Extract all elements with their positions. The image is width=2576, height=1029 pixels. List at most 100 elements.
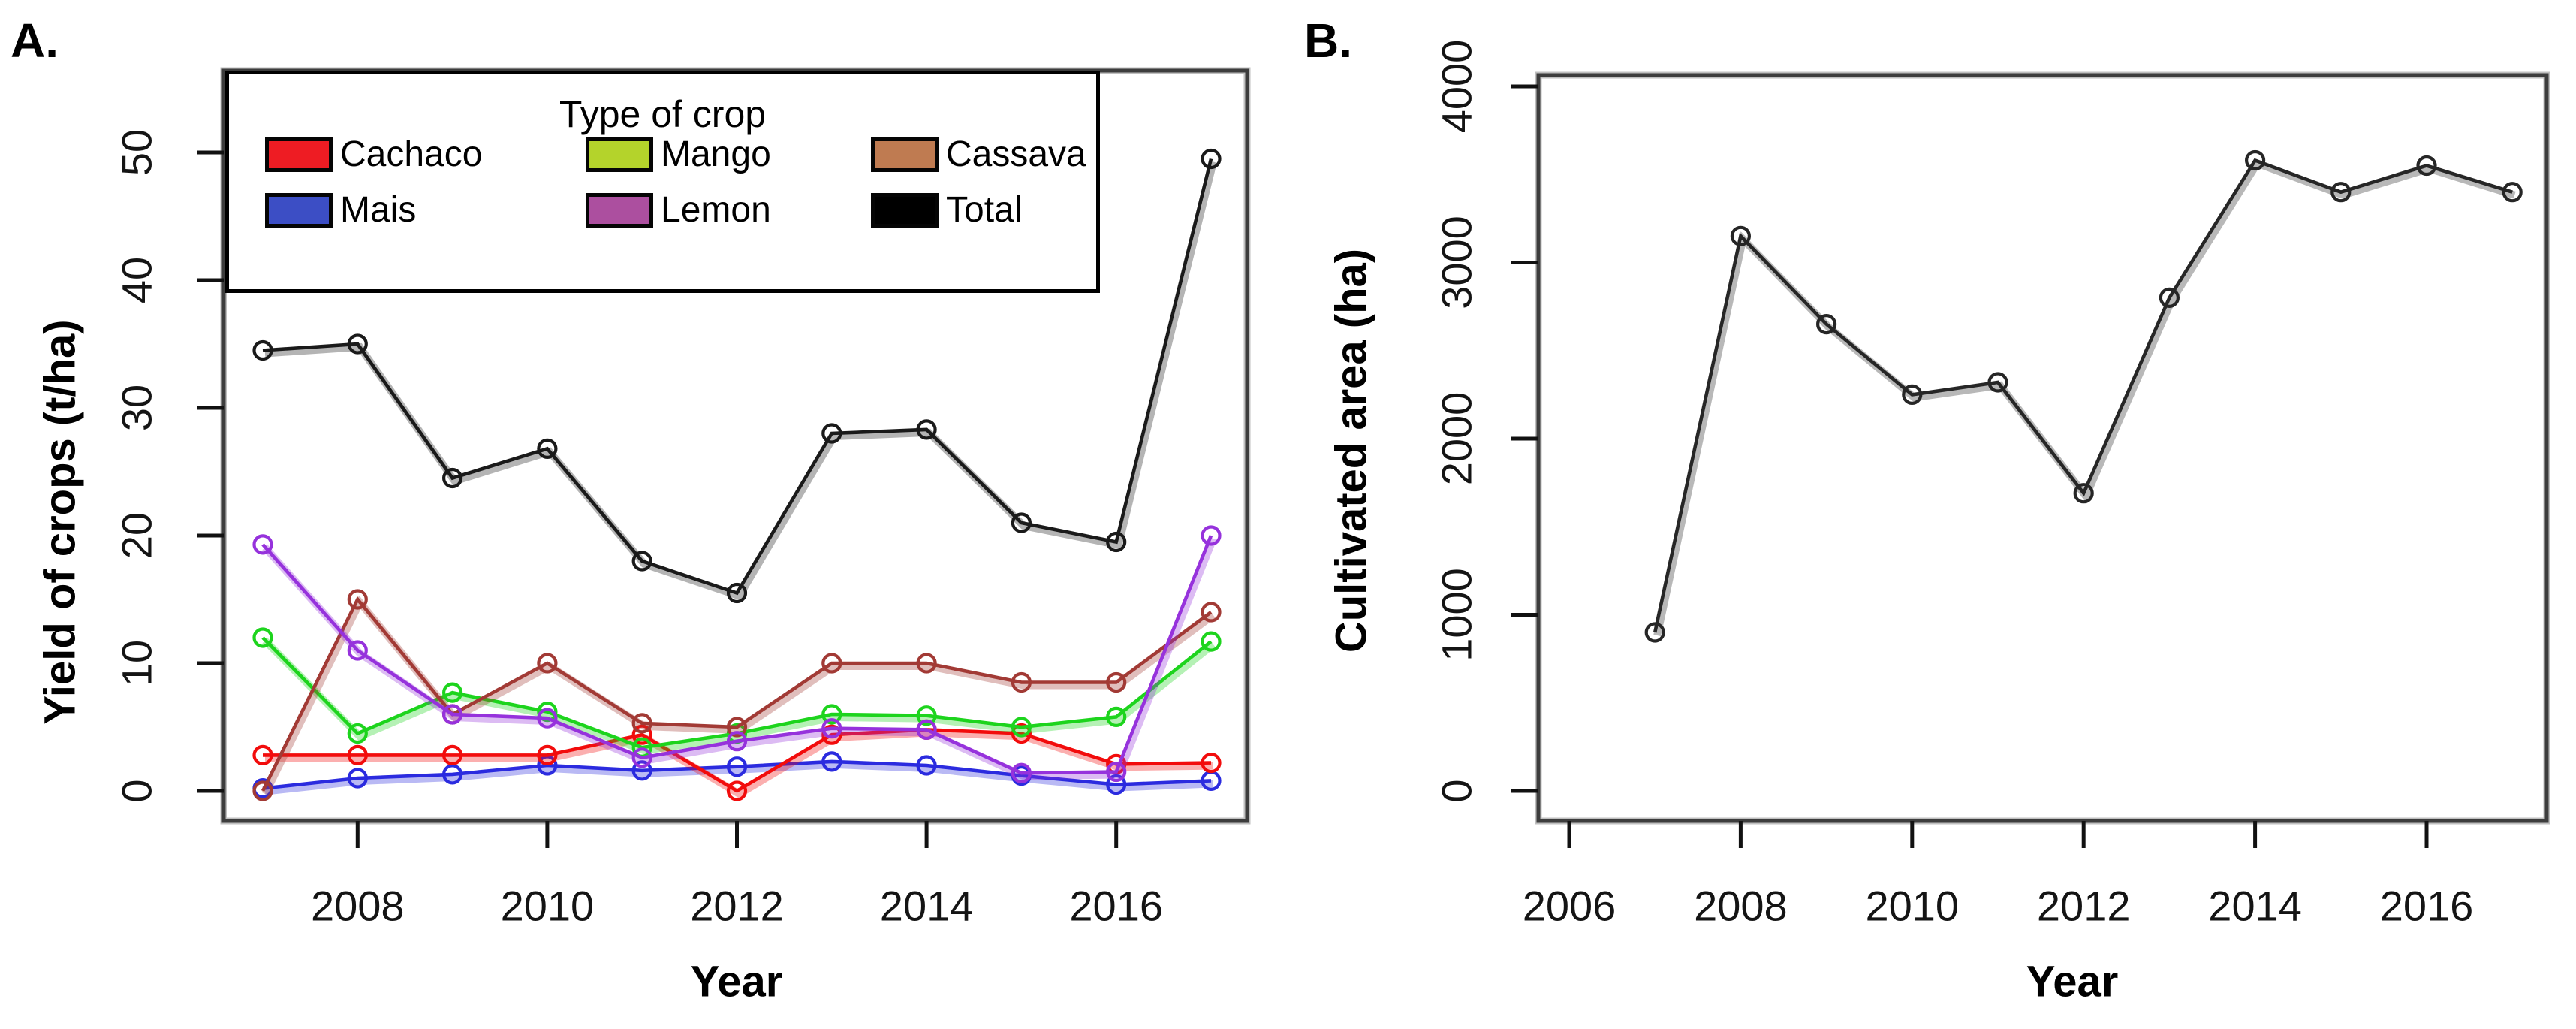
legend-label: Total xyxy=(946,190,1023,230)
data-point-mais xyxy=(821,751,842,772)
y-tick-label: 20 xyxy=(113,512,161,559)
legend-swatch-mango xyxy=(586,137,653,172)
data-point-lemon xyxy=(1106,761,1127,783)
data-point-lemon xyxy=(1201,525,1222,546)
data-point-cachaco xyxy=(537,744,558,766)
data-point-lemon xyxy=(1011,762,1032,783)
series-line-total xyxy=(262,158,1213,596)
data-point-mango xyxy=(252,627,273,648)
series-line-cultivated-area xyxy=(1653,158,2513,633)
legend-label: Lemon xyxy=(661,190,771,230)
legend-swatch-total xyxy=(871,193,939,228)
data-point-total xyxy=(726,582,748,604)
data-point-cultivated-area xyxy=(1730,225,1751,246)
data-point-lemon xyxy=(726,731,748,752)
y-tick-label: 3000 xyxy=(1433,216,1481,309)
x-tick-label: 2016 xyxy=(2380,883,2474,930)
data-point-cultivated-area xyxy=(1644,622,1665,643)
x-tick-label: 2014 xyxy=(880,883,974,930)
x-tick-label: 2010 xyxy=(1866,883,1960,930)
data-point-cachaco xyxy=(726,780,748,801)
legend-swatch-cachaco xyxy=(265,137,333,172)
data-point-mais xyxy=(916,755,937,776)
x-tick-label: 2016 xyxy=(1069,883,1163,930)
data-point-mango xyxy=(537,701,558,723)
data-point-total xyxy=(441,467,463,489)
data-point-lemon xyxy=(916,719,937,741)
data-point-cultivated-area xyxy=(1816,314,1837,335)
data-point-cultivated-area xyxy=(2245,149,2266,171)
panel-a-x-axis-title: Year xyxy=(690,957,783,1006)
data-point-total xyxy=(1201,148,1222,170)
data-point-total xyxy=(537,438,558,460)
y-tick-label: 10 xyxy=(113,640,161,687)
data-point-cassava xyxy=(726,717,748,738)
legend-label: Cachaco xyxy=(340,134,483,174)
legend-title: Type of crop xyxy=(559,93,767,135)
data-point-total xyxy=(1106,531,1127,553)
data-point-mais xyxy=(441,764,463,785)
x-tick-label: 2008 xyxy=(1694,883,1788,930)
data-point-cassava xyxy=(916,653,937,674)
panel-b-y-axis-title: Cultivated area (ha) xyxy=(1327,248,1376,653)
data-point-cultivated-area xyxy=(2073,483,2094,504)
data-point-cassava xyxy=(1201,602,1222,623)
panel-a-y-axis-title: Yield of crops (t/ha) xyxy=(35,319,85,725)
data-point-cassava xyxy=(537,653,558,674)
legend-label: Cassava xyxy=(946,134,1086,174)
data-point-cultivated-area xyxy=(1902,384,1923,406)
y-tick-label: 50 xyxy=(113,129,161,176)
data-point-total xyxy=(916,419,937,440)
data-point-mango xyxy=(821,704,842,725)
x-tick-label: 2008 xyxy=(311,883,405,930)
data-point-lemon xyxy=(631,747,652,768)
data-point-mango xyxy=(441,682,463,703)
data-point-lemon xyxy=(441,704,463,725)
y-tick-label: 30 xyxy=(113,385,161,431)
data-point-mais xyxy=(1106,774,1127,795)
series-line-cachaco xyxy=(263,728,1212,793)
legend-entry-total: Total xyxy=(871,190,1023,230)
legend-box: Type of crop Cachaco Mango Cassava Mais Lemo… xyxy=(225,71,1100,293)
data-point-lemon xyxy=(252,534,273,555)
data-point-mango xyxy=(347,723,368,744)
legend-label: Mais xyxy=(340,190,417,230)
data-point-lemon xyxy=(347,640,368,661)
series-line-mais xyxy=(262,759,1212,790)
series-line-lemon xyxy=(261,535,1213,775)
panel-b-x-axis-title: Year xyxy=(2026,957,2119,1006)
data-point-cassava xyxy=(1106,671,1127,693)
series-line-halo-cachaco xyxy=(265,729,1214,798)
y-tick-label: 0 xyxy=(1433,779,1481,802)
data-point-cultivated-area xyxy=(1987,372,2008,393)
data-point-total xyxy=(1011,512,1032,533)
data-point-cachaco xyxy=(1011,723,1032,744)
x-tick-label: 2012 xyxy=(690,883,784,930)
data-point-lemon xyxy=(821,718,842,739)
data-point-mais xyxy=(726,756,748,777)
data-point-mango xyxy=(1106,706,1127,728)
data-point-cultivated-area xyxy=(2416,155,2437,177)
data-point-cassava xyxy=(1011,671,1032,693)
data-point-cultivated-area xyxy=(2159,287,2180,308)
data-point-mais xyxy=(631,760,652,781)
data-point-total xyxy=(252,339,273,361)
legend-entry-lemon: Lemon xyxy=(586,190,771,230)
panel-a-letter: A. xyxy=(11,14,59,68)
legend-swatch-mais xyxy=(265,193,333,228)
data-point-cachaco xyxy=(441,744,463,766)
series-line-halo-mais xyxy=(264,760,1214,795)
series-line-cassava xyxy=(261,596,1213,792)
legend-label: Mango xyxy=(661,134,771,174)
x-tick-label: 2012 xyxy=(2037,883,2131,930)
data-point-mango xyxy=(916,705,937,726)
plot-box xyxy=(1536,73,2549,823)
data-point-cassava xyxy=(631,713,652,734)
data-point-total xyxy=(347,333,368,355)
legend-swatch-lemon xyxy=(586,193,653,228)
y-tick-label: 1000 xyxy=(1433,568,1481,662)
x-tick-label: 2010 xyxy=(501,883,595,930)
series-line-halo-cultivated-area xyxy=(1653,158,2516,637)
